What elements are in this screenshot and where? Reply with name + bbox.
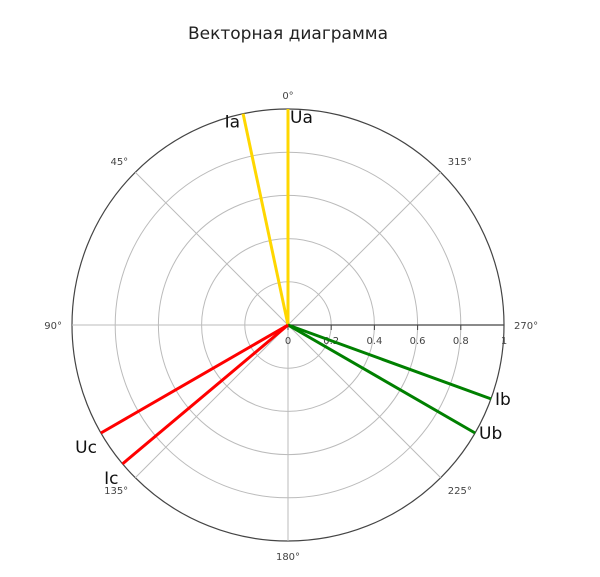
radial-tick-label: 1 (501, 336, 507, 347)
vector-label-ic: Ic (104, 469, 118, 489)
angular-grid-line (134, 324, 289, 479)
angular-tick-label: 45° (110, 157, 128, 168)
angular-tick-label: 225° (448, 486, 472, 497)
radial-tick-label: 0.4 (366, 336, 382, 347)
angular-grid-line (134, 171, 289, 326)
vector-label-uc: Uc (75, 438, 97, 458)
angular-tick-label: 0° (282, 91, 293, 102)
radial-tick-label: 0.6 (410, 336, 426, 347)
vector-label-ua: Ua (290, 108, 313, 128)
vector-ia (241, 113, 290, 326)
vector-uc (100, 323, 289, 435)
angular-tick-label: 315° (448, 157, 472, 168)
angular-tick-label: 135° (104, 486, 128, 497)
angular-tick-label: 180° (276, 552, 300, 563)
vector-label-ib: Ib (495, 390, 511, 410)
angular-tick-label: 270° (514, 321, 538, 332)
vector-ub (287, 323, 476, 435)
angular-grid-line (287, 324, 442, 479)
chart-title: Векторная диаграмма (187, 24, 389, 44)
vector-label-ub: Ub (479, 424, 502, 444)
angular-grid-line (287, 171, 442, 326)
vector-ib (287, 323, 492, 401)
vector-label-ia: Ia (225, 113, 240, 133)
radial-tick-label: 0.8 (453, 336, 469, 347)
radial-tick-label: 0 (285, 336, 291, 347)
angular-tick-label: 90° (44, 321, 62, 332)
vector-ic (121, 323, 289, 465)
